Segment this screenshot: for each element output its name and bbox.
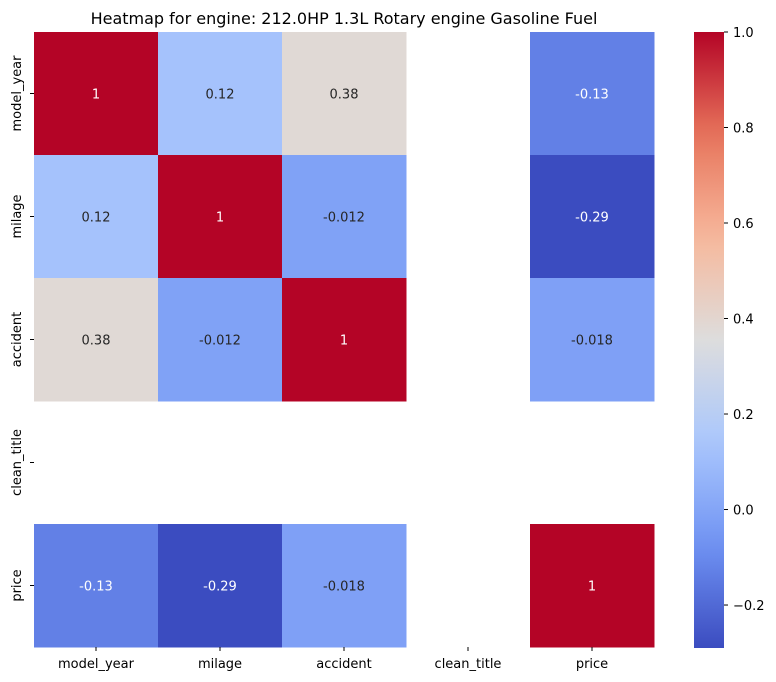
colorbar-tick-label: 0.8	[733, 122, 754, 137]
heatmap-cell-4-1	[158, 524, 283, 648]
heatmap-cells: 1 0.12 0.38 -0.13 0.12 1 -0.012 -0.29 0.38 -0.012…	[34, 32, 655, 648]
cell-annotation-0-1: 0.12	[206, 88, 235, 103]
colorbar: 1.0 0.8 0.6 0.4 0.2 0.0 −0.2	[694, 26, 765, 648]
cell-annotation-1-1: 1	[216, 211, 224, 226]
heatmap-cell-2-4	[530, 278, 655, 402]
heatmap-cell-1-1	[158, 155, 283, 279]
colorbar-tick-label: 1.0	[733, 26, 754, 41]
heatmap-cell-4-0	[34, 524, 159, 648]
cell-annotation-0-0: 1	[92, 88, 100, 103]
cell-annotation-4-1: -0.29	[203, 580, 237, 595]
heatmap-cell-0-2	[282, 32, 407, 156]
colorbar-gradient	[694, 32, 724, 648]
y-tick-label: clean_title	[10, 429, 25, 496]
heatmap-cell-1-4	[530, 155, 655, 279]
cell-annotation-2-4: -0.018	[571, 334, 613, 349]
y-tick-label: milage	[10, 194, 25, 238]
x-tick-label: milage	[198, 657, 242, 672]
x-tick-label: price	[576, 657, 608, 672]
cell-annotation-1-2: -0.012	[323, 211, 365, 226]
heatmap-cell-2-1	[158, 278, 283, 402]
chart-title: Heatmap for engine: 212.0HP 1.3L Rotary …	[91, 9, 598, 28]
y-tick-label: model_year	[10, 55, 25, 132]
cell-annotation-0-4: -0.13	[575, 88, 609, 103]
cell-annotation-0-2: 0.38	[330, 88, 359, 103]
colorbar-tick-label: 0.6	[733, 217, 754, 232]
colorbar-tick-label: 0.4	[733, 313, 754, 328]
heatmap-cell-4-2	[282, 524, 407, 648]
cell-annotation-4-2: -0.018	[323, 580, 365, 595]
x-tick-label: accident	[316, 657, 371, 672]
cell-annotation-1-0: 0.12	[82, 211, 111, 226]
colorbar-tick-label: −0.2	[733, 599, 765, 614]
colorbar-tick-label: 0.0	[733, 504, 754, 519]
heatmap-cell-0-0	[34, 32, 159, 156]
y-tick-label: accident	[10, 312, 25, 367]
cell-annotation-4-4: 1	[588, 580, 596, 595]
heatmap-cell-4-4	[530, 524, 655, 648]
heatmap-cell-2-2	[282, 278, 407, 402]
x-axis: model_year milage accident clean_title price	[58, 647, 608, 672]
cell-annotation-1-4: -0.29	[575, 211, 609, 226]
cell-annotation-2-1: -0.012	[199, 334, 241, 349]
heatmap-cell-0-4	[530, 32, 655, 156]
x-tick-label: model_year	[58, 657, 135, 672]
x-tick-label: clean_title	[435, 657, 502, 672]
heatmap-cell-0-1	[158, 32, 283, 156]
y-tick-label: price	[10, 569, 25, 601]
heatmap-cell-2-0	[34, 278, 159, 402]
cell-annotation-2-0: 0.38	[82, 334, 111, 349]
cell-annotation-4-0: -0.13	[79, 580, 113, 595]
heatmap-cell-1-0	[34, 155, 159, 279]
cell-annotation-2-2: 1	[340, 334, 348, 349]
heatmap-cell-1-2	[282, 155, 407, 279]
colorbar-tick-label: 0.2	[733, 408, 754, 423]
